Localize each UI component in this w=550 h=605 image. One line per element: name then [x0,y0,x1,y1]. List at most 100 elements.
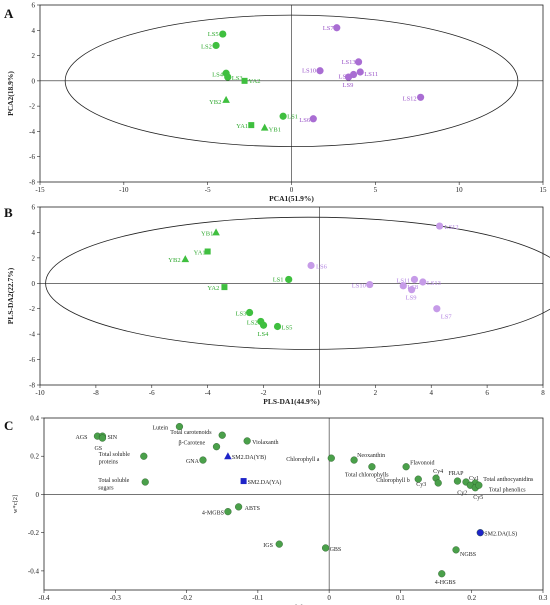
point-label-ls4: LS4 [212,71,224,78]
point-label-frap: FRAP [448,471,464,477]
data-point-ls13 [419,278,427,286]
x-tick-label: 15 [540,186,548,194]
point-label-ls10: LS10 [302,68,316,75]
data-point-ya1 [248,122,255,129]
point-label-abts: ABTS [245,506,260,512]
y-tick-label: 0.2 [30,453,39,461]
data-point-ls8 [399,282,407,290]
data-point-ls12 [417,93,425,101]
y-tick-label: 0 [32,77,36,85]
point-label-flavonoid: Flavonoid [410,461,434,467]
point-label-ls5: LS5 [208,31,219,38]
data-point-ls5 [219,30,227,38]
point-label-total-soluble-proteins: Total soluble proteins [99,452,130,466]
point-label-chlorophyll-a: Chlorophyll a [286,457,320,463]
data-point-ya2 [241,77,248,84]
point-label-ls7: LS7 [323,25,335,32]
y-tick-label: 2 [32,52,36,60]
point-label-yb1: YB1 [269,127,281,134]
x-tick-label: -2 [261,389,267,397]
x-tick-label: 0 [318,389,322,397]
point-label-ls6: LS6 [299,117,311,124]
data-point-4-mgbs [224,508,232,516]
point-label-4-mgbs: 4-MGBS [202,511,224,517]
point-label-sm2-da-yb: SM2.DA(YB) [232,454,266,461]
point-label-ya2: YA2 [249,78,261,85]
point-label-ls2: LS2 [201,43,212,50]
data-point-total-soluble-sugars [141,478,149,486]
loading-plot: -0.4 -0.3 -0.2 -0.1 0 0.1 0.2 0.3 -0.4 -0.2 0 0.2 0.… [12,415,548,605]
point-label-cy4: Cy4 [433,469,443,475]
point-label-ls4: LS4 [258,331,270,338]
y-tick-label: -0.4 [28,567,40,575]
panel-letter-b: B [4,205,13,220]
x-tick-label: -15 [35,186,45,194]
data-point-ls11 [356,68,364,76]
data-point-cy3 [434,479,442,487]
x-tick-label: -0.3 [110,594,122,602]
data-point-ls2 [212,41,220,50]
point-label-ls2: LS2 [247,319,258,326]
data-point-chlorophyll-a [327,454,335,462]
y-axis-label: w*c[2] [12,495,19,513]
data-point-sm2-da-ya [240,478,247,485]
point-label-ls10: LS10 [352,283,366,290]
data-point-ls4 [259,321,268,329]
point-label-ls9: LS9 [406,295,417,302]
data-point-ls5 [273,322,282,331]
data-point-lutein [175,423,184,431]
data-point-ls11 [410,275,419,284]
point-label-ls6: LS6 [316,263,328,270]
y-tick-label: -6 [29,356,35,364]
data-point-frap [453,477,462,485]
data-point-ls3 [245,308,254,317]
x-tick-label: -0.2 [181,594,193,602]
point-label-ls12: LS12 [445,224,459,231]
point-label-cy2: Cy2 [457,490,467,496]
point-label-yb1: YB1 [201,230,213,237]
y-tick-label: -8 [29,179,35,187]
point-label-cy3: Cy3 [416,482,426,488]
point-label-ls11: LS11 [364,71,378,78]
point-label-lutein: Lutein [152,426,168,432]
data-point-yb2 [222,95,230,103]
confidence-ellipse [64,14,519,147]
data-point-yb1 [212,228,220,236]
point-label-cy5: Cy5 [473,495,483,501]
plot-frame [39,206,544,386]
point-label-sin: SIN [107,435,117,441]
data-point-gs [98,434,107,442]
panel-letter-a: A [4,6,14,21]
y-tick-label: 0 [36,491,40,499]
data-point-total-soluble-proteins [140,452,148,460]
data-point-4-hgbs [438,570,446,578]
data-point-sm2-da-yb [224,452,232,460]
point-label-ls1: LS1 [287,113,298,120]
data-point-abts [235,503,243,511]
data-point-chlorophyll-b [414,475,422,483]
point-label-total-carotenoids: Total carotenoids [170,430,212,436]
data-point-ls6 [309,115,317,123]
point-label-yb2: YB2 [209,99,221,106]
point-label-total-soluble-sugars: Total soluble sugars [98,478,129,492]
data-point-ya1 [204,248,211,255]
x-tick-label: 4 [429,389,433,397]
data-point-ls7 [433,305,441,313]
data-point-ls3 [224,73,232,81]
point-label-yb2: YB2 [168,257,180,264]
y-tick-label: -0.2 [28,529,40,537]
data-point-ls12 [436,222,444,230]
data-point-ls9 [408,286,416,294]
x-tick-label: -5 [205,186,211,194]
point-label-ls12: LS12 [403,95,417,102]
data-point-ngbs [452,546,460,554]
data-point-gbs [321,544,330,552]
x-tick-label: -10 [35,389,45,397]
pca-score-plot: -15 -10 -5 0 5 10 15 -8 -6 -4 -2 0 2 4 6 PCA1(51.9%) PCA… [6,2,547,204]
point-label-ls9: LS9 [343,82,354,89]
pls-da-score-plot: -10 -8 -6 -4 -2 0 2 4 6 8-8-6-4-20246PLS-DA1(44.9… [6,204,550,406]
point-label-gs: GS [94,446,102,452]
y-tick-label: -8 [29,382,35,390]
point-label-ags: AGS [75,435,87,441]
